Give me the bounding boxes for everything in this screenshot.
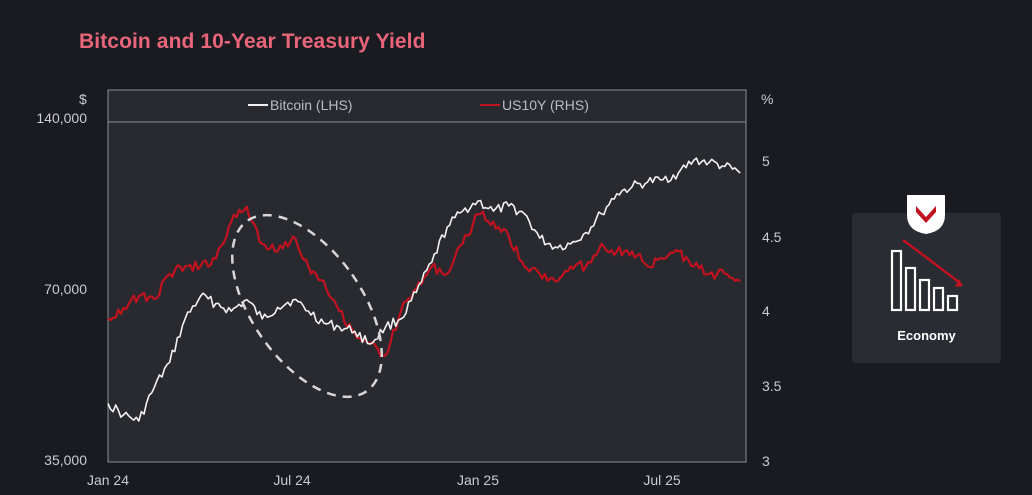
right-tick-label: 4 <box>762 303 770 319</box>
highlight-ellipse <box>230 213 384 399</box>
right-tick-label: 3 <box>762 453 770 469</box>
brand-logo-icon <box>907 195 945 234</box>
left-tick-label: 140,000 <box>36 110 87 126</box>
legend-bitcoin-label: Bitcoin (LHS) <box>270 97 352 113</box>
right-axis-unit: % <box>761 91 773 107</box>
x-tick-label: Jan 25 <box>457 472 499 488</box>
legend-us10y-label: US10Y (RHS) <box>502 97 589 113</box>
chart-title: Bitcoin and 10-Year Treasury Yield <box>79 30 426 53</box>
badge-label: Economy <box>897 328 956 343</box>
right-tick-label: 4.5 <box>762 229 782 245</box>
x-tick-label: Jan 24 <box>87 472 129 488</box>
left-axis-unit: $ <box>79 91 87 107</box>
x-tick-label: Jul 25 <box>643 472 681 488</box>
right-tick-label: 5 <box>762 153 770 169</box>
left-tick-label: 35,000 <box>44 452 87 468</box>
category-badge[interactable]: Economy <box>852 213 1001 363</box>
declining-bar-chart-icon <box>890 238 963 312</box>
right-tick-label: 3.5 <box>762 378 782 394</box>
bitcoin-line <box>107 157 741 422</box>
x-tick-label: Jul 24 <box>273 472 311 488</box>
us10y-line <box>107 205 741 358</box>
plot-border <box>107 89 747 463</box>
left-tick-label: 70,000 <box>44 281 87 297</box>
